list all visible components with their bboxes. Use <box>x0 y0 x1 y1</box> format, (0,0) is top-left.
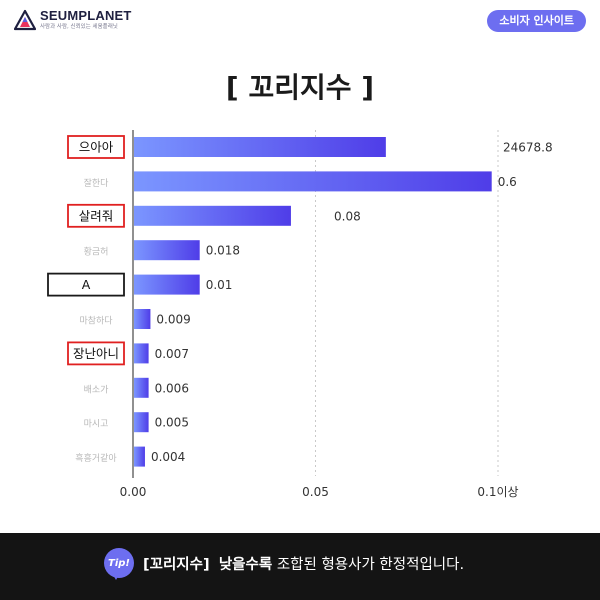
bar <box>134 377 149 398</box>
category-label: 황금허 <box>84 247 109 258</box>
seumplanet-logo-icon <box>14 9 36 31</box>
category-highlight-box <box>67 341 125 366</box>
category-highlight-box <box>67 203 125 228</box>
brand[interactable]: SEUMPLANET 사람과 사람, 신뢰있는 세움플래닛 <box>14 9 132 31</box>
bar-chart: 0.00 0.05 0.1이상 으아아 24678.8 잘한다 0.6 살려줘 0.08 황금허 0… <box>47 130 553 499</box>
chart-title: [ 꼬리지수 ] <box>225 71 375 104</box>
category-label: 마참하다 <box>79 316 113 327</box>
bar <box>134 171 492 192</box>
brand-tagline: 사람과 사람, 신뢰있는 세움플래닛 <box>40 24 118 30</box>
bar <box>134 274 200 295</box>
tip-text: [꼬리지수] 낮을수록 조합된 형용사가 한정적입니다. <box>143 553 464 574</box>
brand-name: SEUMPLANET <box>40 8 132 23</box>
category-label: A <box>82 277 91 292</box>
x-tick-label: 0.05 <box>302 485 329 499</box>
data-label: 0.005 <box>155 416 189 430</box>
tip-text-keyword: [꼬리지수] <box>143 557 210 573</box>
data-label: 0.006 <box>155 381 189 395</box>
data-label: 0.01 <box>206 278 233 292</box>
data-label: 0.009 <box>156 313 190 327</box>
category-label: 장난아니 <box>73 346 119 361</box>
data-label: 0.004 <box>151 450 185 464</box>
bar <box>134 205 291 226</box>
data-label: 0.018 <box>206 244 240 258</box>
data-label: 24678.8 <box>503 141 553 155</box>
x-tick-label: 0.1이상 <box>477 485 518 499</box>
tip-text-rest: 조합된 형용사가 한정적입니다. <box>276 557 465 573</box>
category-highlight-box <box>67 135 125 159</box>
category-label: 살려줘 <box>79 208 114 223</box>
category-label: 으아아 <box>79 140 114 155</box>
bar <box>134 446 145 467</box>
category-highlight-box <box>47 272 125 297</box>
tip-text-emphasis: 낮을수록 <box>218 557 273 573</box>
bar <box>134 309 151 329</box>
consumer-insight-badge[interactable]: 소비자 인사이트 <box>487 10 586 32</box>
x-tick-label: 0.00 <box>120 485 147 499</box>
tip-bubble-tail <box>112 573 120 580</box>
category-label: 마시고 <box>84 419 109 430</box>
bar <box>134 343 149 364</box>
category-label: 흑흥거같아 <box>75 452 117 464</box>
category-label: 배소가 <box>84 384 109 395</box>
bar <box>134 240 200 261</box>
tip-footer: Tip! [꼬리지수] 낮을수록 조합된 형용사가 한정적입니다. <box>0 533 600 600</box>
data-label: 0.007 <box>155 347 189 361</box>
bar <box>134 137 386 157</box>
bar <box>134 412 149 433</box>
category-label: 잘한다 <box>84 177 110 189</box>
data-label: 0.08 <box>334 209 361 223</box>
data-label: 0.6 <box>498 175 517 189</box>
